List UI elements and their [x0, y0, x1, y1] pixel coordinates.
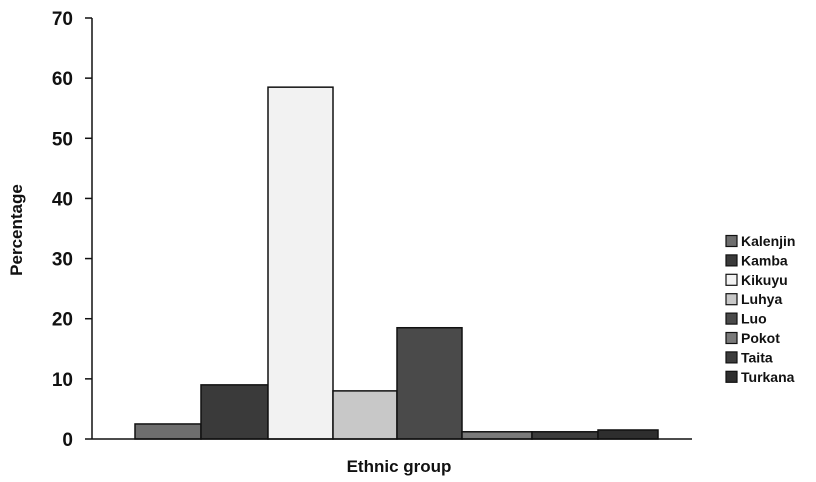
y-ticks-group: 0 10 20 30 40 50 60 70: [52, 9, 92, 451]
y-tick-label-40: 40: [52, 189, 73, 210]
legend-label-taita: Taita: [741, 349, 773, 365]
y-tick-label-50: 50: [52, 129, 73, 150]
bar-taita: [531, 431, 599, 440]
legend-label-luhya: Luhya: [741, 291, 782, 307]
legend-swatch-taita: [725, 351, 738, 364]
legend-swatch-luo: [725, 312, 738, 325]
y-tick-label-30: 30: [52, 250, 73, 271]
legend-label-turkana: Turkana: [741, 369, 795, 385]
bar-luo: [396, 326, 463, 440]
bar-luhya: [332, 390, 398, 440]
legend-swatch-kikuyu: [725, 273, 738, 286]
legend-swatch-pokot: [725, 331, 738, 345]
y-tick-label-60: 60: [52, 69, 73, 90]
legend-label-kalenjin: Kalenjin: [741, 233, 795, 249]
legend-label-luo: Luo: [741, 311, 767, 327]
bar-kikuyu: [267, 86, 334, 440]
legend: Kalenjin Kamba Kikuyu Luhya Luo Pokot Taita Tur…: [725, 233, 795, 385]
x-axis-title: Ethnic group: [347, 457, 452, 476]
legend-label-kikuyu: Kikuyu: [741, 272, 788, 288]
legend-swatch-kalenjin: [725, 234, 738, 248]
legend-swatch-luhya: [725, 293, 738, 306]
bar-turkana: [597, 429, 659, 440]
legend-label-pokot: Pokot: [741, 330, 780, 346]
legend-swatch-turkana: [725, 370, 738, 383]
bar-kalenjin: [134, 423, 202, 440]
legend-label-kamba: Kamba: [741, 252, 788, 268]
y-tick-label-10: 10: [52, 370, 73, 391]
legend-swatch-kamba: [725, 254, 738, 267]
y-tick-label-0: 0: [62, 430, 73, 451]
bar-kamba: [200, 384, 269, 440]
y-tick-label-20: 20: [52, 310, 73, 331]
axes-group: [91, 18, 692, 440]
bars-group: [134, 86, 659, 440]
y-tick-label-70: 70: [52, 9, 73, 30]
y-axis-title: Percentage: [7, 184, 26, 276]
bar-pokot: [461, 431, 533, 440]
